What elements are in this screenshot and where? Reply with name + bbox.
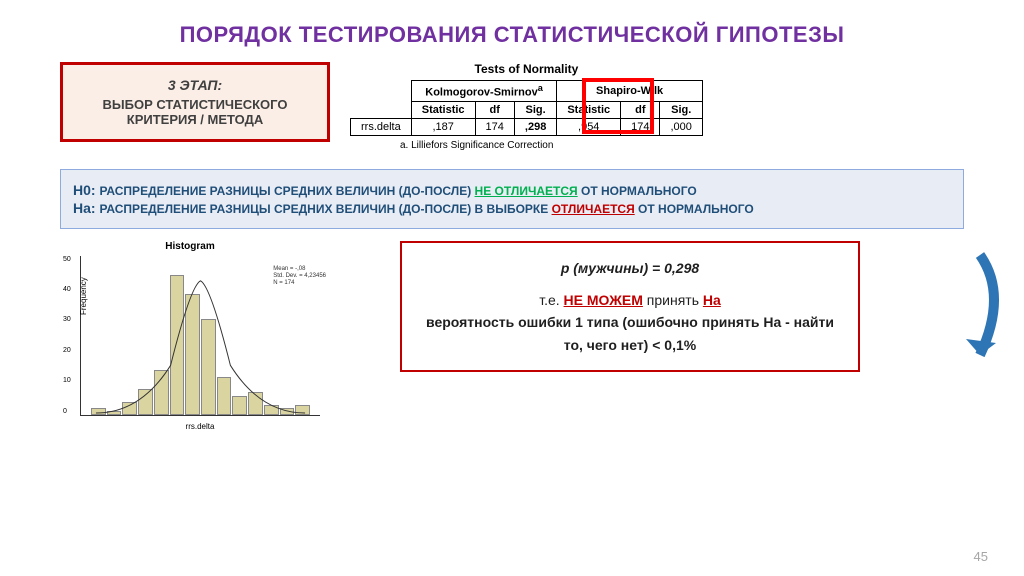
col-header: Statistic bbox=[557, 101, 621, 118]
step-number: 3 ЭТАП: bbox=[73, 77, 317, 93]
page-number: 45 bbox=[974, 549, 988, 564]
col-header: Sig. bbox=[660, 101, 702, 118]
table-cell: 174 bbox=[475, 118, 514, 135]
col-header: Statistic bbox=[411, 101, 475, 118]
histogram-bar bbox=[107, 411, 122, 414]
top-row: 3 ЭТАП: ВЫБОР СТАТИСТИЧЕСКОГО КРИТЕРИЯ /… bbox=[0, 62, 1024, 151]
hist-title: Histogram bbox=[60, 241, 320, 252]
table-cell: ,187 bbox=[411, 118, 475, 135]
table-cell: ,954 bbox=[557, 118, 621, 135]
hist-stats: Mean = -,08Std. Dev. = 4,23456N = 174 bbox=[273, 266, 326, 288]
ha-line: На: РАСПРЕДЕЛЕНИЕ РАЗНИЦЫ СРЕДНИХ ВЕЛИЧИ… bbox=[73, 200, 951, 216]
histogram-bar bbox=[122, 402, 137, 415]
col-header: Sig. bbox=[514, 101, 556, 118]
step-box: 3 ЭТАП: ВЫБОР СТАТИСТИЧЕСКОГО КРИТЕРИЯ /… bbox=[60, 62, 330, 142]
histogram-bar bbox=[232, 396, 247, 415]
table-cell: 174 bbox=[621, 118, 660, 135]
histogram-bar bbox=[91, 408, 106, 414]
col-header: df bbox=[475, 101, 514, 118]
page-title: ПОРЯДОК ТЕСТИРОВАНИЯ СТАТИСТИЧЕСКОЙ ГИПО… bbox=[0, 0, 1024, 62]
histogram-bar bbox=[154, 370, 169, 415]
row-label: rrs.delta bbox=[351, 118, 412, 135]
histogram-bar bbox=[201, 319, 216, 414]
col-header: df bbox=[621, 101, 660, 118]
table-cell: ,000 bbox=[660, 118, 702, 135]
histogram-bar bbox=[280, 408, 295, 414]
normality-table: Kolmogorov-Smirnova Shapiro-Wilk Statist… bbox=[350, 80, 703, 136]
table-title: Tests of Normality bbox=[350, 62, 703, 76]
histogram-bar bbox=[264, 405, 279, 415]
histogram-bar bbox=[185, 294, 200, 415]
histogram-bar bbox=[170, 275, 185, 415]
histogram-bar bbox=[138, 389, 153, 414]
footnote: a. Lilliefors Significance Correction bbox=[400, 140, 703, 151]
curved-arrow bbox=[950, 255, 1010, 375]
histogram: Histogram 01020304050 Frequency Mean = -… bbox=[60, 241, 320, 431]
conclusion-line2: т.е. НЕ МОЖЕМ принять На bbox=[420, 289, 840, 311]
group1-label: Kolmogorov-Smirnov bbox=[425, 87, 537, 99]
step-text: ВЫБОР СТАТИСТИЧЕСКОГО КРИТЕРИЯ / МЕТОДА bbox=[73, 97, 317, 127]
hypotheses-box: Н0: РАСПРЕДЕЛЕНИЕ РАЗНИЦЫ СРЕДНИХ ВЕЛИЧИ… bbox=[60, 169, 964, 229]
normality-table-wrap: Tests of Normality Kolmogorov-Smirnova S… bbox=[350, 62, 703, 151]
table-cell: ,298 bbox=[514, 118, 556, 135]
group2-label: Shapiro-Wilk bbox=[557, 81, 703, 102]
conclusion-line3: вероятность ошибки 1 типа (ошибочно прин… bbox=[420, 311, 840, 356]
histogram-bar bbox=[295, 405, 310, 415]
h0-line: Н0: РАСПРЕДЕЛЕНИЕ РАЗНИЦЫ СРЕДНИХ ВЕЛИЧИ… bbox=[73, 182, 951, 198]
hist-x-label: rrs.delta bbox=[80, 422, 320, 431]
conclusion-box: p (мужчины) = 0,298 т.е. НЕ МОЖЕМ принят… bbox=[400, 241, 860, 373]
histogram-bar bbox=[217, 377, 232, 415]
lower-row: Histogram 01020304050 Frequency Mean = -… bbox=[0, 229, 1024, 431]
hist-plot: 01020304050 Frequency Mean = -,08Std. De… bbox=[80, 256, 320, 416]
histogram-bar bbox=[248, 392, 263, 414]
p-value: p (мужчины) = 0,298 bbox=[420, 257, 840, 279]
